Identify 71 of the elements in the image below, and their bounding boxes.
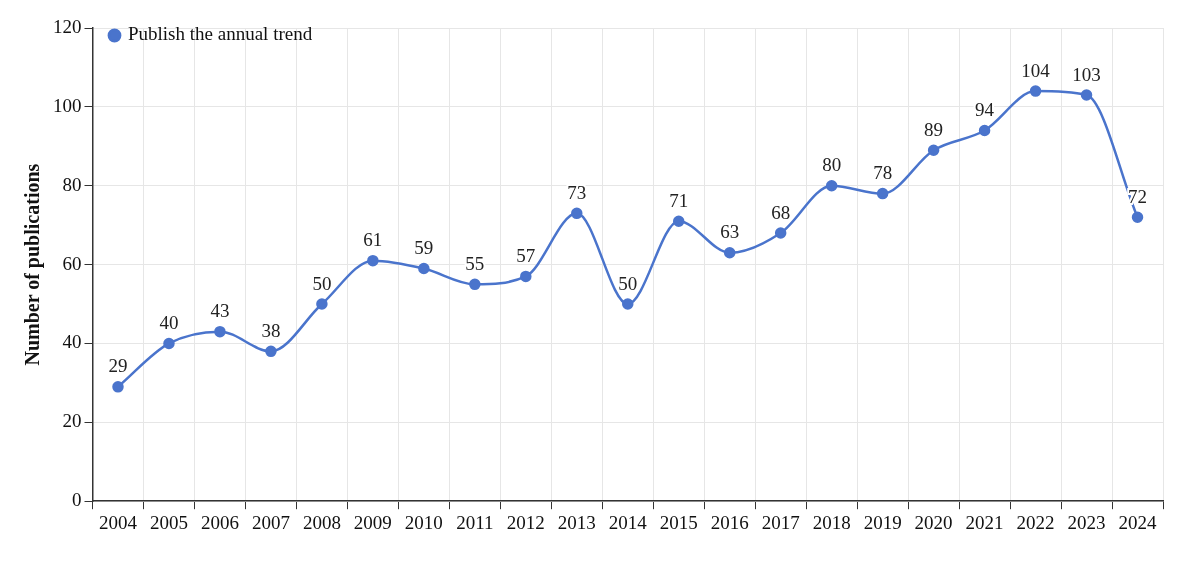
point xyxy=(520,270,532,283)
point xyxy=(1029,85,1042,97)
x-tick-label: 2011 xyxy=(456,511,494,533)
point xyxy=(265,345,277,358)
data-label: 59 xyxy=(414,237,434,259)
x-tick-label: 2016 xyxy=(710,511,749,533)
x-tick-label: 2023 xyxy=(1067,511,1106,533)
point xyxy=(1080,89,1093,101)
x-tick-label: 2009 xyxy=(353,511,392,533)
x-tick-label: 2022 xyxy=(1016,511,1055,533)
data-label: 104 xyxy=(1021,59,1051,81)
data-label: 38 xyxy=(261,319,281,341)
data-label: 40 xyxy=(159,311,179,333)
data-label: 68 xyxy=(771,201,791,223)
y-tick-label: 0 xyxy=(72,489,82,511)
point xyxy=(112,381,124,393)
data-label: 63 xyxy=(720,221,740,243)
point xyxy=(418,262,430,275)
x-tick-label: 2014 xyxy=(608,511,648,533)
x-tick-label: 2004 xyxy=(98,511,138,533)
x-tick-label: 2010 xyxy=(404,511,443,533)
y-tick-label: 100 xyxy=(53,94,82,116)
x-tick-label: 2017 xyxy=(761,511,800,533)
data-label: 73 xyxy=(567,181,587,203)
x-tick-label: 2024 xyxy=(1118,511,1158,533)
point xyxy=(825,179,838,192)
point xyxy=(927,144,940,156)
x-tick-label: 2013 xyxy=(557,511,596,533)
data-label: 71 xyxy=(669,189,689,211)
x-tick-label: 2019 xyxy=(863,511,902,533)
y-tick-label: 80 xyxy=(62,173,82,195)
data-label: 29 xyxy=(108,355,128,377)
data-label: 89 xyxy=(924,118,944,140)
data-label: 57 xyxy=(516,244,536,266)
point xyxy=(163,337,175,350)
y-tick-label: 20 xyxy=(62,410,82,432)
point xyxy=(876,187,889,200)
data-label: 94 xyxy=(975,99,995,121)
point xyxy=(672,215,685,227)
point xyxy=(723,247,736,259)
data-label: 43 xyxy=(210,300,230,322)
data-label: 61 xyxy=(363,229,383,251)
y-axis-title: Number of publications xyxy=(21,163,45,366)
x-tick-label: 2018 xyxy=(812,511,851,533)
point xyxy=(214,325,226,338)
data-label: 50 xyxy=(312,272,332,294)
legend-label: Publish the annual trend xyxy=(128,23,313,45)
point xyxy=(469,278,481,291)
point xyxy=(622,298,634,310)
y-tick-label: 120 xyxy=(53,15,82,37)
x-tick-label: 2012 xyxy=(506,511,545,533)
data-label: 55 xyxy=(465,252,485,274)
y-tick-label: 40 xyxy=(62,331,82,353)
point xyxy=(1131,211,1144,224)
x-tick-label: 2015 xyxy=(659,511,698,533)
data-label: 50 xyxy=(618,272,638,294)
point xyxy=(571,207,583,220)
x-tick-label: 2006 xyxy=(200,511,239,533)
x-tick-label: 2005 xyxy=(149,511,188,533)
point xyxy=(774,227,787,239)
data-label: 80 xyxy=(822,154,842,176)
data-label: 78 xyxy=(873,162,893,184)
data-label: 103 xyxy=(1072,63,1101,85)
x-tick-label: 2020 xyxy=(914,511,953,533)
x-tick-label: 2007 xyxy=(251,511,290,533)
point xyxy=(316,298,328,310)
x-tick-label: 2008 xyxy=(302,511,341,533)
x-tick-label: 2021 xyxy=(965,511,1004,533)
y-tick-label: 60 xyxy=(62,252,82,274)
point xyxy=(367,254,379,267)
point xyxy=(978,124,991,137)
